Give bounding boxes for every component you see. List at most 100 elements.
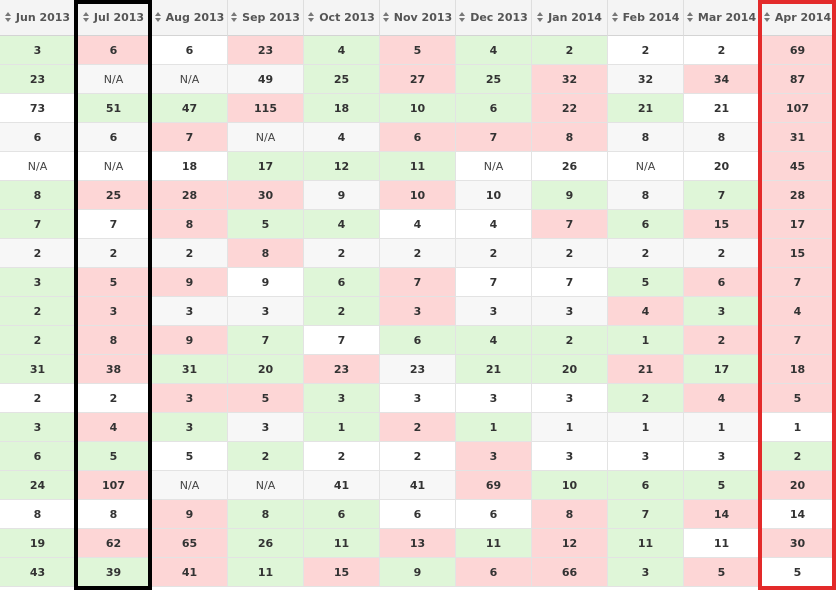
sort-icon — [82, 12, 90, 23]
table-cell: 17 — [228, 152, 304, 181]
table-cell: N/A — [608, 152, 684, 181]
table-cell: 5 — [760, 384, 836, 413]
table-cell: 2 — [684, 239, 760, 268]
table-cell: 6 — [380, 500, 456, 529]
table-cell: 107 — [760, 94, 836, 123]
table-cell: N/A — [0, 152, 76, 181]
table-cell: 3 — [0, 36, 76, 65]
column-header-oct-2013[interactable]: Oct 2013 — [304, 0, 380, 36]
table-cell: 2 — [380, 413, 456, 442]
table-cell: 3 — [608, 442, 684, 471]
column-header-jun-2013[interactable]: Jun 2013 — [0, 0, 76, 36]
sort-icon — [686, 12, 694, 23]
column-header-jan-2014[interactable]: Jan 2014 — [532, 0, 608, 36]
table-cell: 30 — [228, 181, 304, 210]
table-cell: N/A — [456, 152, 532, 181]
table-cell: 2 — [0, 326, 76, 355]
column-header-nov-2013[interactable]: Nov 2013 — [380, 0, 456, 36]
table-cell: 1 — [760, 413, 836, 442]
table-cell: 21 — [608, 355, 684, 384]
column-header-apr-2014[interactable]: Apr 2014 — [760, 0, 836, 36]
table-cell: 8 — [608, 181, 684, 210]
table-cell: 12 — [532, 529, 608, 558]
table-cell: 2 — [532, 239, 608, 268]
table-cell: 115 — [228, 94, 304, 123]
table-cell: 8 — [608, 123, 684, 152]
column-header-label: Nov 2013 — [393, 11, 453, 24]
sort-icon — [231, 12, 238, 23]
table-cell: 31 — [152, 355, 228, 384]
column-header-label: Feb 2014 — [622, 11, 680, 24]
table-cell: N/A — [76, 152, 152, 181]
column-header-mar-2014[interactable]: Mar 2014 — [684, 0, 760, 36]
table-cell: 32 — [532, 65, 608, 94]
column-header-aug-2013[interactable]: Aug 2013 — [152, 0, 228, 36]
table-cell: 15 — [304, 558, 380, 587]
table-cell: 6 — [608, 471, 684, 500]
table-cell: 6 — [684, 268, 760, 297]
table-cell: 2 — [532, 326, 608, 355]
table-cell: 8 — [532, 123, 608, 152]
table-cell: 7 — [380, 268, 456, 297]
table-cell: 9 — [380, 558, 456, 587]
table-cell: 2 — [380, 442, 456, 471]
table-cell: 4 — [456, 210, 532, 239]
table-cell: 5 — [76, 442, 152, 471]
column-header-label: Jun 2013 — [15, 11, 71, 24]
table-cell: 8 — [0, 181, 76, 210]
table-cell: 2 — [304, 239, 380, 268]
table-cell: 11 — [684, 529, 760, 558]
table-cell: 2 — [304, 297, 380, 326]
table-cell: 6 — [0, 442, 76, 471]
table-cell: 3 — [380, 297, 456, 326]
table-cell: 6 — [0, 123, 76, 152]
column-header-sep-2013[interactable]: Sep 2013 — [228, 0, 304, 36]
sort-icon — [4, 12, 12, 23]
table-cell: N/A — [152, 65, 228, 94]
table-cell: 1 — [608, 326, 684, 355]
table-cell: 21 — [608, 94, 684, 123]
table-cell: 11 — [228, 558, 304, 587]
column-header-jul-2013[interactable]: Jul 2013 — [76, 0, 152, 36]
table-cell: 9 — [228, 268, 304, 297]
table-cell: 7 — [760, 268, 836, 297]
table-cell: 5 — [228, 210, 304, 239]
table-cell: 8 — [532, 500, 608, 529]
table-cell: 5 — [608, 268, 684, 297]
table-cell: 7 — [304, 326, 380, 355]
table-cell: 6 — [456, 558, 532, 587]
sort-icon — [611, 12, 619, 23]
table-cell: 27 — [380, 65, 456, 94]
table-cell: 6 — [456, 94, 532, 123]
table-cell: 38 — [76, 355, 152, 384]
table-cell: 3 — [380, 384, 456, 413]
table-cell: 8 — [76, 500, 152, 529]
table-cell: 2 — [684, 36, 760, 65]
table-cell: 11 — [608, 529, 684, 558]
table-cell: 18 — [304, 94, 380, 123]
table-cell: 9 — [152, 500, 228, 529]
table-cell: 10 — [532, 471, 608, 500]
table-cell: 2 — [0, 384, 76, 413]
table-cell: 3 — [608, 558, 684, 587]
table-cell: 47 — [152, 94, 228, 123]
table-cell: 21 — [684, 94, 760, 123]
table-cell: 8 — [228, 239, 304, 268]
table-cell: 39 — [76, 558, 152, 587]
table-cell: 3 — [152, 384, 228, 413]
table-cell: 23 — [380, 355, 456, 384]
table-cell: 3 — [456, 384, 532, 413]
table-cell: 4 — [76, 413, 152, 442]
table-cell: 10 — [456, 181, 532, 210]
table-cell: 11 — [380, 152, 456, 181]
table-cell: 7 — [456, 268, 532, 297]
sort-icon — [308, 12, 315, 23]
table-cell: 1 — [304, 413, 380, 442]
column-header-dec-2013[interactable]: Dec 2013 — [456, 0, 532, 36]
sort-icon — [459, 12, 466, 23]
column-header-feb-2014[interactable]: Feb 2014 — [608, 0, 684, 36]
table-cell: 7 — [456, 123, 532, 152]
table-cell: 2 — [532, 36, 608, 65]
table-cell: 4 — [760, 297, 836, 326]
table-cell: 25 — [76, 181, 152, 210]
